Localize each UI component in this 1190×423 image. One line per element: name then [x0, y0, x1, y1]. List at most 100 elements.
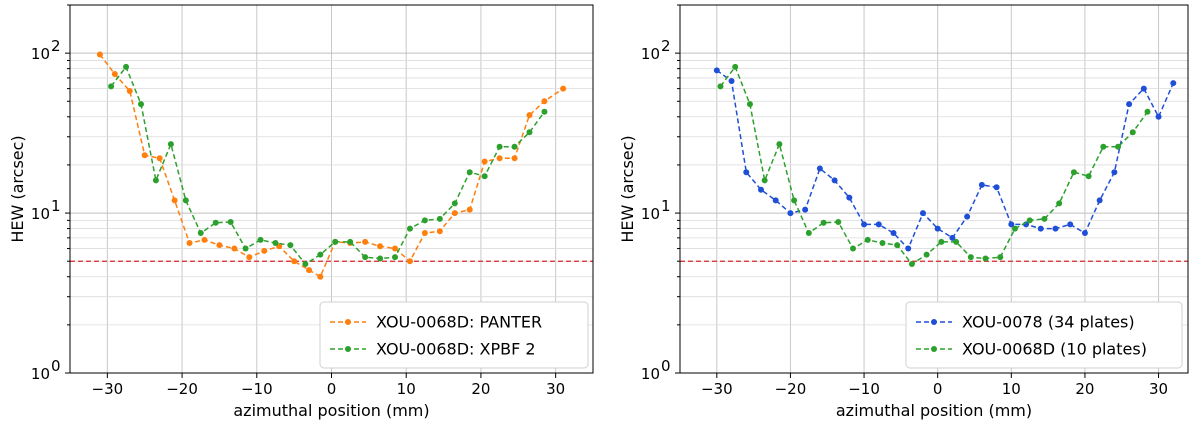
- data-point: [879, 239, 886, 246]
- data-point: [875, 221, 882, 228]
- data-point: [451, 210, 458, 217]
- x-tick-label: −20: [775, 380, 807, 398]
- data-point: [997, 254, 1004, 261]
- data-point: [923, 251, 930, 258]
- x-tick-label: 0: [933, 380, 943, 398]
- data-point: [1111, 169, 1118, 176]
- x-tick-label: −10: [848, 380, 880, 398]
- data-point: [231, 245, 238, 252]
- data-point: [111, 71, 118, 78]
- data-point: [1140, 85, 1147, 92]
- data-point: [1115, 143, 1122, 150]
- data-point: [182, 197, 189, 204]
- data-point: [201, 236, 208, 243]
- data-point: [1056, 200, 1063, 207]
- data-point: [949, 234, 956, 241]
- y-tick-label: 10: [31, 205, 50, 223]
- data-point: [392, 245, 399, 252]
- legend-label: XOU-0068D: XPBF 2: [376, 340, 536, 359]
- legend: XOU-0068D: PANTER XOU-0068D: XPBF 2: [319, 301, 589, 369]
- data-point: [1037, 225, 1044, 232]
- data-point: [802, 206, 809, 213]
- data-point: [791, 197, 798, 204]
- plot-frame: [679, 4, 1189, 374]
- data-point: [156, 155, 163, 162]
- data-point: [377, 243, 384, 250]
- data-point: [317, 273, 324, 280]
- data-point: [1126, 101, 1133, 108]
- x-tick-label: −10: [241, 380, 273, 398]
- data-point: [1144, 108, 1151, 115]
- legend-marker: [931, 346, 937, 352]
- x-tick-label: 20: [1075, 380, 1094, 398]
- data-point: [126, 87, 133, 94]
- x-tick-label: −30: [701, 380, 733, 398]
- data-point: [167, 141, 174, 148]
- data-point: [890, 230, 897, 237]
- data-point: [466, 169, 473, 176]
- data-point: [421, 217, 428, 224]
- data-point: [272, 239, 279, 246]
- data-point: [1100, 143, 1107, 150]
- legend-label: XOU-0078 (34 plates): [962, 313, 1135, 332]
- data-point: [436, 215, 443, 222]
- series-line-1: [99, 54, 564, 278]
- y-tick-exponent: 1: [51, 197, 61, 215]
- y-tick-label: 10: [31, 45, 50, 63]
- data-point: [511, 143, 518, 150]
- x-tick-label: −20: [166, 380, 198, 398]
- y-tick-label: 10: [31, 365, 50, 383]
- legend-label: XOU-0068D (10 plates): [962, 340, 1147, 359]
- data-point: [392, 254, 399, 261]
- data-point: [212, 219, 219, 226]
- data-point: [728, 77, 735, 84]
- series-line-2: [110, 65, 546, 266]
- data-point: [186, 239, 193, 246]
- x-tick-label: −30: [92, 380, 124, 398]
- data-point: [287, 242, 294, 249]
- x-tick-label: 30: [546, 380, 565, 398]
- data-point: [864, 236, 871, 243]
- data-point: [820, 219, 827, 226]
- data-point: [496, 155, 503, 162]
- data-point: [964, 213, 971, 220]
- data-point: [938, 238, 945, 245]
- data-point: [835, 218, 842, 225]
- data-point: [713, 67, 720, 74]
- data-point: [772, 197, 779, 204]
- legend: XOU-0078 (34 plates) XOU-0068D (10 plates…: [905, 301, 1183, 369]
- data-point: [96, 51, 103, 58]
- data-point: [481, 173, 488, 180]
- data-point: [332, 238, 339, 245]
- data-point: [1081, 230, 1088, 237]
- data-point: [1170, 80, 1177, 87]
- legend-marker: [345, 319, 351, 325]
- data-point: [466, 206, 473, 213]
- data-point: [560, 85, 567, 92]
- data-point: [831, 177, 838, 184]
- x-tick-label: 30: [1149, 380, 1168, 398]
- data-point: [526, 112, 533, 119]
- data-point: [481, 158, 488, 165]
- legend-box: [905, 301, 1183, 369]
- y-tick-label: 10: [641, 365, 660, 383]
- data-point: [816, 165, 823, 172]
- data-point: [805, 230, 812, 237]
- data-point: [496, 143, 503, 150]
- data-point: [123, 63, 130, 70]
- data-point: [302, 261, 309, 268]
- data-point: [746, 101, 753, 108]
- y-axis-label: HEW (arcsec): [618, 135, 637, 242]
- data-point: [171, 197, 178, 204]
- data-point: [526, 129, 533, 136]
- data-point: [141, 152, 148, 159]
- data-point: [761, 177, 768, 184]
- y-tick-exponent: 2: [661, 37, 671, 55]
- data-point: [1041, 215, 1048, 222]
- data-point: [421, 230, 428, 237]
- data-point: [257, 236, 264, 243]
- data-point: [978, 181, 985, 188]
- y-tick-exponent: 0: [51, 357, 61, 375]
